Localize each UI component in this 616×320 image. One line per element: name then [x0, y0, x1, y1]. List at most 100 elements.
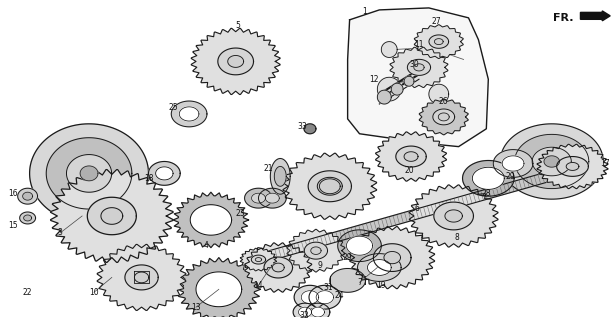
- Polygon shape: [493, 150, 533, 177]
- Text: FR.: FR.: [553, 13, 573, 23]
- Polygon shape: [191, 28, 280, 94]
- Polygon shape: [101, 208, 123, 224]
- Polygon shape: [301, 291, 318, 304]
- Polygon shape: [171, 101, 207, 127]
- Text: 30: 30: [409, 60, 419, 69]
- Text: 27: 27: [432, 17, 442, 26]
- Polygon shape: [404, 76, 414, 86]
- Text: 19: 19: [376, 281, 386, 290]
- Polygon shape: [311, 247, 321, 254]
- Polygon shape: [18, 188, 38, 204]
- Text: 4: 4: [203, 241, 208, 250]
- Polygon shape: [67, 155, 111, 192]
- Text: 24: 24: [335, 291, 344, 300]
- Text: 29: 29: [343, 253, 352, 262]
- Polygon shape: [414, 64, 424, 71]
- Text: 25: 25: [168, 102, 178, 111]
- Polygon shape: [316, 291, 333, 304]
- Polygon shape: [274, 166, 286, 186]
- Polygon shape: [357, 254, 401, 281]
- Text: 12: 12: [370, 75, 379, 84]
- Polygon shape: [415, 25, 463, 59]
- Text: 8: 8: [454, 233, 459, 242]
- Polygon shape: [350, 227, 435, 289]
- Text: 6: 6: [415, 204, 419, 212]
- Text: 28: 28: [482, 189, 491, 198]
- Polygon shape: [409, 185, 498, 247]
- Polygon shape: [544, 156, 559, 167]
- Polygon shape: [434, 39, 443, 44]
- Text: 29: 29: [505, 172, 515, 181]
- Text: 9: 9: [317, 261, 322, 270]
- Polygon shape: [304, 124, 316, 134]
- Polygon shape: [173, 192, 248, 248]
- Polygon shape: [346, 236, 373, 255]
- Polygon shape: [537, 144, 608, 188]
- Text: 11: 11: [414, 40, 424, 49]
- Polygon shape: [306, 303, 330, 320]
- Polygon shape: [177, 258, 261, 320]
- Polygon shape: [283, 153, 376, 219]
- Polygon shape: [384, 252, 400, 264]
- Polygon shape: [429, 35, 448, 48]
- Polygon shape: [293, 303, 317, 320]
- Polygon shape: [251, 255, 265, 264]
- Polygon shape: [308, 171, 352, 202]
- Text: 32: 32: [299, 310, 309, 320]
- Polygon shape: [245, 243, 312, 292]
- Polygon shape: [391, 83, 403, 95]
- Polygon shape: [311, 307, 325, 317]
- Polygon shape: [255, 258, 262, 261]
- Polygon shape: [390, 47, 448, 87]
- Polygon shape: [46, 138, 132, 209]
- Polygon shape: [80, 166, 98, 181]
- Polygon shape: [368, 260, 391, 276]
- Polygon shape: [320, 179, 340, 194]
- Text: 1: 1: [362, 7, 367, 16]
- Text: 15: 15: [8, 221, 18, 230]
- Polygon shape: [251, 193, 265, 203]
- Polygon shape: [294, 285, 326, 309]
- Polygon shape: [434, 202, 474, 230]
- Polygon shape: [87, 197, 136, 235]
- Polygon shape: [245, 188, 272, 208]
- Polygon shape: [433, 109, 455, 125]
- Polygon shape: [347, 8, 488, 147]
- Polygon shape: [30, 124, 148, 223]
- Text: 5: 5: [235, 21, 240, 30]
- Text: 10: 10: [89, 288, 99, 297]
- Text: 23: 23: [236, 209, 245, 218]
- Text: 17: 17: [601, 159, 610, 168]
- Polygon shape: [317, 177, 342, 195]
- Polygon shape: [429, 84, 448, 104]
- Polygon shape: [264, 257, 293, 278]
- Text: 22: 22: [23, 288, 33, 297]
- Polygon shape: [228, 55, 243, 68]
- Polygon shape: [23, 215, 31, 221]
- Text: 7: 7: [357, 278, 362, 287]
- Polygon shape: [23, 192, 33, 200]
- Polygon shape: [240, 248, 277, 271]
- Polygon shape: [445, 210, 463, 222]
- Polygon shape: [190, 205, 232, 235]
- Polygon shape: [502, 156, 524, 171]
- FancyArrow shape: [580, 11, 610, 21]
- Text: 26: 26: [439, 97, 448, 106]
- Polygon shape: [265, 193, 279, 203]
- Polygon shape: [373, 244, 411, 271]
- Polygon shape: [148, 162, 180, 185]
- Polygon shape: [514, 134, 589, 188]
- Polygon shape: [51, 170, 173, 262]
- Polygon shape: [179, 107, 199, 121]
- Polygon shape: [439, 113, 449, 121]
- Polygon shape: [396, 146, 426, 167]
- Polygon shape: [463, 161, 514, 196]
- Polygon shape: [338, 230, 381, 261]
- Polygon shape: [378, 77, 401, 101]
- Polygon shape: [566, 163, 579, 171]
- Polygon shape: [134, 272, 148, 283]
- Polygon shape: [218, 48, 254, 75]
- Polygon shape: [500, 124, 603, 199]
- Polygon shape: [532, 147, 571, 176]
- Polygon shape: [125, 265, 158, 290]
